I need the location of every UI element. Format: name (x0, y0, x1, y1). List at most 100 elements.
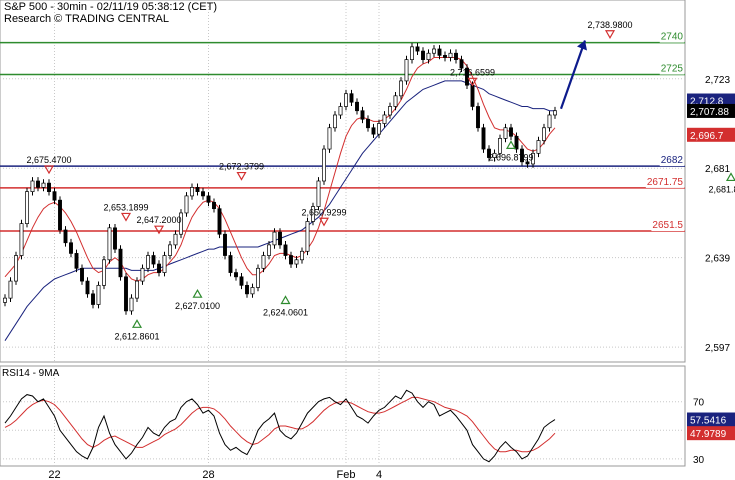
candle (531, 152, 535, 165)
candle (503, 127, 508, 139)
candle (239, 276, 244, 286)
vertical-gridlines (54, 0, 380, 466)
candle (377, 123, 381, 135)
rsi-tick-label: 70 (693, 398, 705, 409)
candle (179, 212, 183, 235)
low-label: 2,681.8301 (708, 184, 735, 194)
candle (113, 227, 117, 250)
candle (69, 242, 73, 254)
x-axis: 22 28 Feb 4 (48, 469, 382, 480)
candle (509, 127, 513, 137)
candle (25, 191, 29, 224)
level-label: 2740 (661, 32, 684, 43)
candle (74, 253, 79, 269)
high-label: 2,675.4700 (26, 155, 71, 165)
candle (388, 106, 392, 116)
candle (498, 138, 502, 154)
high-label: 2,716.6599 (450, 67, 495, 77)
candle (250, 287, 255, 295)
candle (41, 182, 46, 188)
candle (124, 276, 128, 312)
price-panel (0, 0, 686, 363)
candle (404, 59, 409, 82)
high-marker (43, 165, 55, 175)
price-tag (687, 127, 735, 142)
candle (393, 95, 398, 107)
candle (432, 48, 436, 54)
candle (476, 106, 480, 129)
candle (327, 127, 332, 150)
candle (520, 148, 524, 163)
candle (223, 233, 227, 256)
candle (382, 114, 387, 124)
candle (85, 280, 90, 295)
chart-title: S&P 500 - 30min - 02/11/19 05:38:12 (CET… (4, 1, 217, 13)
candle (305, 221, 310, 252)
research-credit: Research © TRADING CENTRAL (4, 13, 169, 25)
rsi-value-tag (687, 412, 735, 427)
high-marker (120, 212, 132, 222)
candle (36, 180, 40, 188)
level-label: 2651.5 (652, 220, 683, 231)
candle (217, 208, 222, 235)
candle (514, 135, 519, 150)
candle (162, 255, 167, 273)
x-tick-label: 28 (202, 469, 214, 480)
candle (184, 195, 189, 214)
candle (448, 52, 453, 58)
x-tick-label: 4 (376, 469, 382, 480)
low-marker (192, 288, 203, 298)
candle (168, 244, 172, 256)
candle (542, 127, 546, 141)
candle (470, 84, 475, 107)
rsi-line (4, 389, 556, 463)
candle (547, 114, 552, 129)
level-label-bg (659, 155, 685, 167)
price-annotations: 2,675.4700 2,653.1899 2,647.2000 2,672.3799… (26, 20, 735, 341)
candle (338, 106, 343, 116)
high-label: 2,650.9299 (301, 207, 346, 217)
candle (360, 110, 365, 120)
rsi-value-tag (687, 426, 735, 441)
candle (245, 284, 249, 295)
candle (135, 280, 139, 299)
high-marker (467, 77, 478, 87)
candle (206, 195, 211, 203)
low-label: 2,696.8799 (488, 152, 533, 162)
high-label: 2,672.3799 (219, 162, 264, 172)
candle (146, 255, 150, 269)
high-marker (318, 217, 330, 227)
candle (140, 267, 145, 282)
price-tick-label: 2,723 (705, 75, 730, 86)
candle (102, 259, 106, 286)
candle (151, 255, 156, 265)
candle (118, 248, 123, 278)
low-marker (505, 140, 517, 150)
x-tick-label: Feb (337, 469, 356, 480)
candle (107, 227, 112, 261)
candle (294, 259, 299, 265)
level-label-bg (645, 176, 685, 188)
candle (228, 255, 233, 273)
level-label-bg (659, 63, 685, 75)
candle (459, 59, 464, 69)
high-label: 2,647.2000 (136, 215, 181, 225)
rsi-ma-line (4, 396, 556, 453)
candle (481, 127, 486, 150)
candle (256, 267, 260, 288)
candle (421, 50, 425, 60)
candle (454, 52, 458, 60)
candle (344, 93, 348, 107)
candle (80, 267, 84, 282)
candle (272, 231, 277, 246)
candle (415, 46, 420, 52)
level-label: 2725 (661, 64, 684, 75)
candle (91, 293, 95, 305)
candle (487, 148, 491, 158)
low-marker (725, 172, 735, 182)
price-candles (3, 43, 557, 315)
candle (371, 127, 376, 135)
forecast-arrowhead (577, 40, 587, 51)
candle (52, 191, 57, 201)
